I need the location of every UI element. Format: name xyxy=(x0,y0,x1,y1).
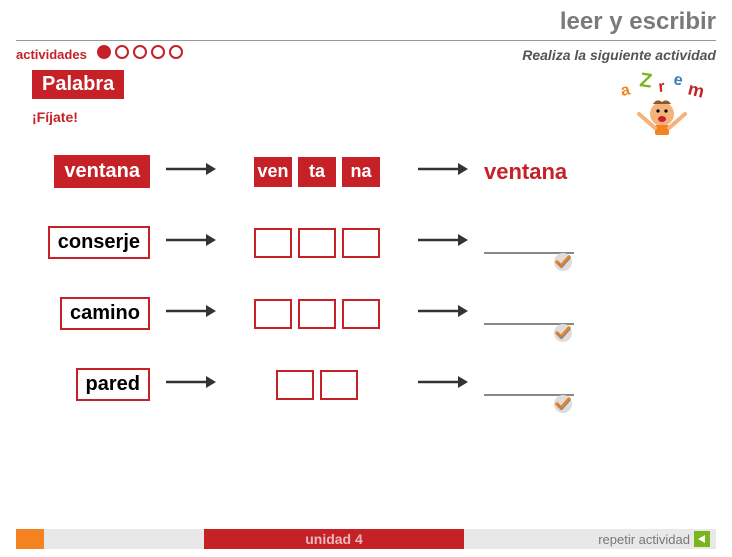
svg-text:m: m xyxy=(686,78,706,101)
footer-bar: unidad 4 repetir actividad xyxy=(16,529,716,549)
repeat-icon xyxy=(694,531,710,547)
activity-dot-1[interactable] xyxy=(97,45,111,59)
check-icon[interactable] xyxy=(552,393,574,420)
word-box: ventana xyxy=(54,155,150,188)
svg-text:r: r xyxy=(658,78,666,96)
syllable-box[interactable] xyxy=(342,228,380,258)
word-box: conserje xyxy=(48,226,150,259)
arrow-icon xyxy=(416,160,470,183)
arrow-icon xyxy=(416,302,470,325)
arrow-icon xyxy=(416,373,470,396)
check-icon[interactable] xyxy=(552,251,574,278)
arrow-icon xyxy=(164,160,218,183)
exercise-row: camino xyxy=(30,297,702,330)
section-badge: Palabra xyxy=(32,70,124,99)
svg-text:e: e xyxy=(672,71,684,89)
arrow-icon xyxy=(164,231,218,254)
exercise-row: ventanaventanaventana xyxy=(30,155,702,188)
exercise-row: conserje xyxy=(30,226,702,259)
exercise-row: pared xyxy=(30,368,702,401)
syllable-box: na xyxy=(342,157,380,187)
activity-dot-5[interactable] xyxy=(169,45,183,59)
syllable-box: ta xyxy=(298,157,336,187)
syllable-box[interactable] xyxy=(320,370,358,400)
repeat-activity-button[interactable]: repetir actividad xyxy=(598,531,716,547)
footer-accent xyxy=(16,529,44,549)
repeat-label: repetir actividad xyxy=(598,532,690,547)
syllable-group: ventana xyxy=(237,157,397,187)
activity-dot-4[interactable] xyxy=(151,45,165,59)
header-divider xyxy=(16,40,716,41)
syllable-box: ven xyxy=(254,157,292,187)
unit-label: unidad 4 xyxy=(204,529,464,549)
arrow-icon xyxy=(416,231,470,254)
syllable-box[interactable] xyxy=(254,228,292,258)
mascot-illustration: a Z r e m xyxy=(617,70,707,140)
svg-text:Z: Z xyxy=(638,70,653,93)
svg-text:a: a xyxy=(619,81,631,99)
instruction-text: Realiza la siguiente actividad xyxy=(522,47,716,63)
activity-dot-3[interactable] xyxy=(133,45,147,59)
activity-dot-2[interactable] xyxy=(115,45,129,59)
activities-nav: actividades xyxy=(16,45,183,64)
syllable-group xyxy=(237,228,397,258)
syllable-box[interactable] xyxy=(298,299,336,329)
check-icon[interactable] xyxy=(552,322,574,349)
syllable-group xyxy=(237,370,397,400)
word-box: pared xyxy=(76,368,150,401)
arrow-icon xyxy=(164,373,218,396)
page-title: leer y escribir xyxy=(560,8,716,35)
syllable-box[interactable] xyxy=(276,370,314,400)
syllable-box[interactable] xyxy=(298,228,336,258)
exercise-area: ventanaventanaventanaconserjecaminopared xyxy=(0,155,732,401)
word-box: camino xyxy=(60,297,150,330)
answer-text: ventana xyxy=(484,159,604,185)
arrow-icon xyxy=(164,302,218,325)
syllable-box[interactable] xyxy=(342,299,380,329)
syllable-group xyxy=(237,299,397,329)
syllable-box[interactable] xyxy=(254,299,292,329)
activities-label: actividades xyxy=(16,47,87,62)
